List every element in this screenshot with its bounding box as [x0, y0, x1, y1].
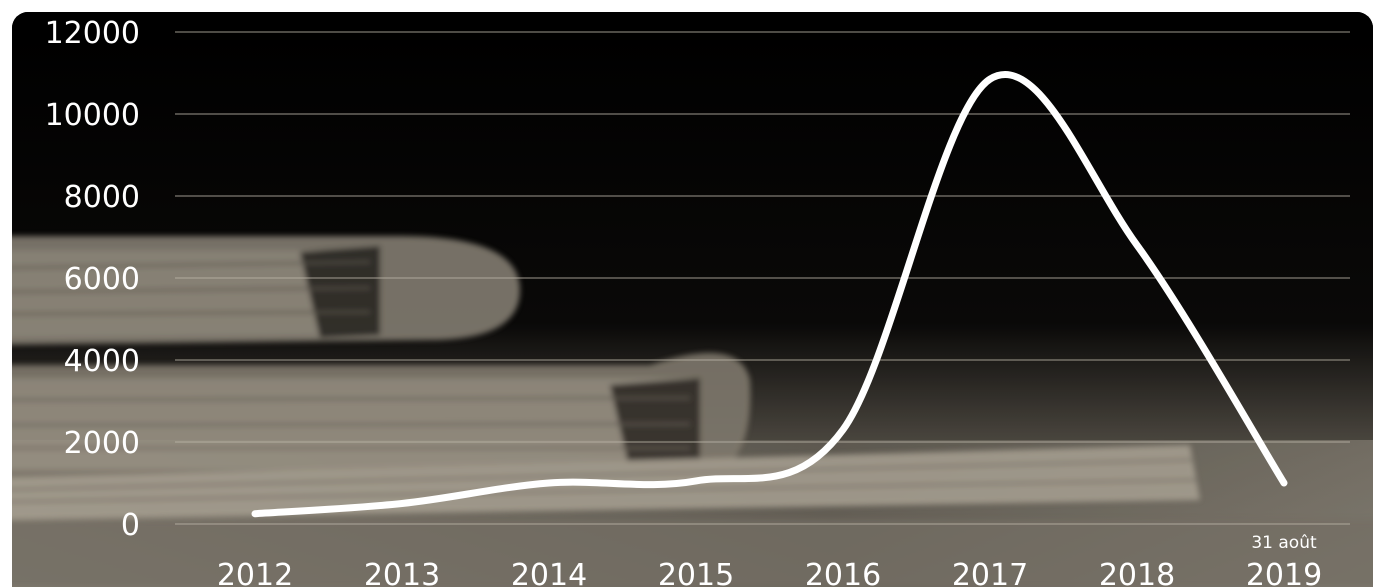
y-tick-label: 6000 [64, 262, 140, 297]
x-tick-label: 2012 [217, 558, 293, 587]
y-gridlines [175, 31, 1350, 525]
y-tick-label: 0 [121, 508, 140, 543]
y-tick-label: 4000 [64, 344, 140, 379]
x-tick-label: 2014 [511, 558, 587, 587]
series-line [251, 71, 1288, 518]
annotations: 31 août [1251, 533, 1317, 553]
chart-card: 0 2000 4000 6000 8000 10000 12000 2012 2013 2014… [12, 12, 1373, 587]
background-photo [12, 12, 1373, 587]
x-annotation: 31 août [1251, 533, 1317, 553]
line-chart: 0 2000 4000 6000 8000 10000 12000 2012 2013 2014… [12, 12, 1373, 587]
x-tick-label: 2016 [805, 558, 881, 587]
x-tick-label: 2013 [364, 558, 440, 587]
x-axis-tick-labels: 2012 2013 2014 2015 2016 2017 2018 2019 [217, 558, 1322, 587]
series-group [251, 71, 1288, 518]
y-tick-label: 10000 [45, 98, 140, 133]
y-axis-tick-labels: 0 2000 4000 6000 8000 10000 12000 [45, 16, 140, 543]
x-tick-label: 2019 [1246, 558, 1322, 587]
x-tick-label: 2015 [658, 558, 734, 587]
x-tick-label: 2017 [952, 558, 1028, 587]
x-tick-label: 2018 [1099, 558, 1175, 587]
y-tick-label: 2000 [64, 426, 140, 461]
y-tick-label: 8000 [64, 180, 140, 215]
y-tick-label: 12000 [45, 16, 140, 51]
